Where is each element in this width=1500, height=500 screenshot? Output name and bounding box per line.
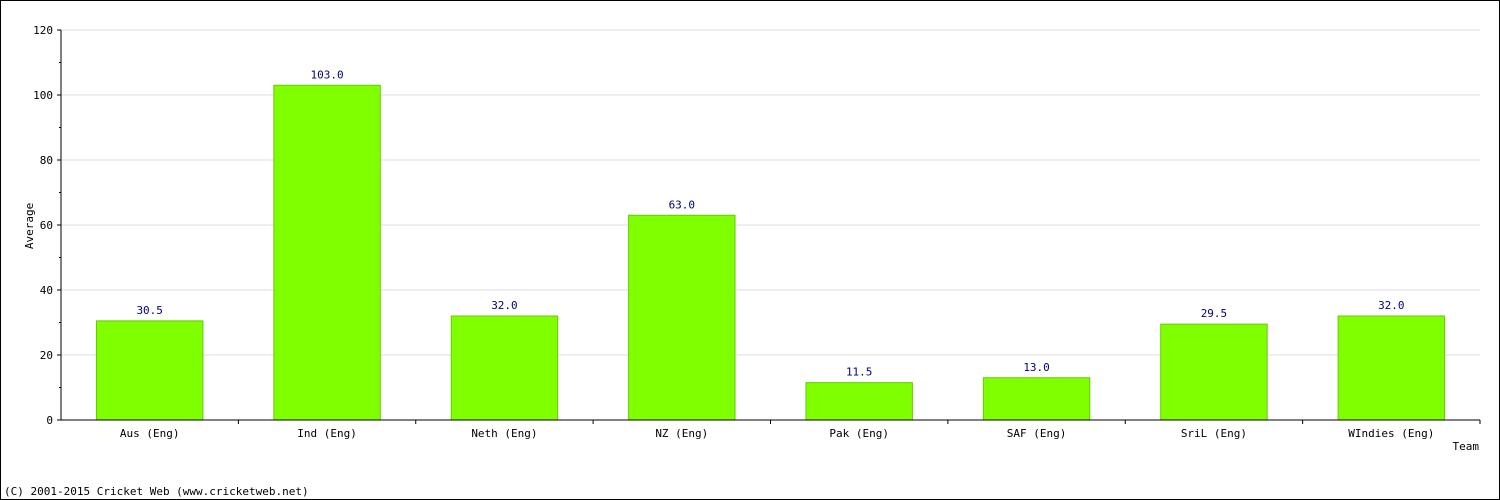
y-tick-label: 0 [46, 414, 53, 427]
labels: 0 20 40 60 80 100 120 30.5 Aus (Eng) 103.0 Ind (En… [33, 24, 1434, 440]
y-tick-label: 20 [40, 349, 53, 362]
y-tick-label: 80 [40, 154, 53, 167]
bar [273, 84, 381, 421]
bar [982, 377, 1091, 421]
value-label: 29.5 [1201, 307, 1228, 320]
y-tick-label: 40 [40, 284, 53, 297]
y-tick-label: 60 [40, 219, 53, 232]
bar [805, 382, 913, 421]
y-tick-label: 100 [33, 89, 53, 102]
axes [57, 29, 1481, 424]
x-axis-label: Team [1453, 440, 1480, 453]
bar [628, 214, 736, 421]
value-label: 103.0 [311, 68, 344, 81]
x-tick-label: WIndies (Eng) [1348, 427, 1434, 440]
value-label: 13.0 [1023, 361, 1050, 374]
value-label: 32.0 [491, 299, 518, 312]
x-tick-label: Pak (Eng) [829, 427, 889, 440]
bar [1160, 323, 1268, 421]
copyright-text: (C) 2001-2015 Cricket Web (www.cricketwe… [4, 485, 309, 498]
x-tick-label: SriL (Eng) [1181, 427, 1247, 440]
y-axis-label: Average [23, 203, 36, 249]
bar [1337, 315, 1446, 421]
bar [450, 315, 559, 421]
x-tick-label: NZ (Eng) [655, 427, 708, 440]
y-tick-label: 120 [33, 24, 53, 37]
value-label: 32.0 [1378, 299, 1405, 312]
value-label: 11.5 [846, 366, 873, 379]
x-tick-label: Aus (Eng) [120, 427, 180, 440]
x-tick-label: Ind (Eng) [297, 427, 357, 440]
value-label: 63.0 [669, 198, 696, 211]
bars [95, 84, 1446, 421]
bar [95, 320, 204, 421]
value-label: 30.5 [136, 304, 163, 317]
x-tick-label: Neth (Eng) [471, 427, 537, 440]
x-tick-label: SAF (Eng) [1007, 427, 1067, 440]
